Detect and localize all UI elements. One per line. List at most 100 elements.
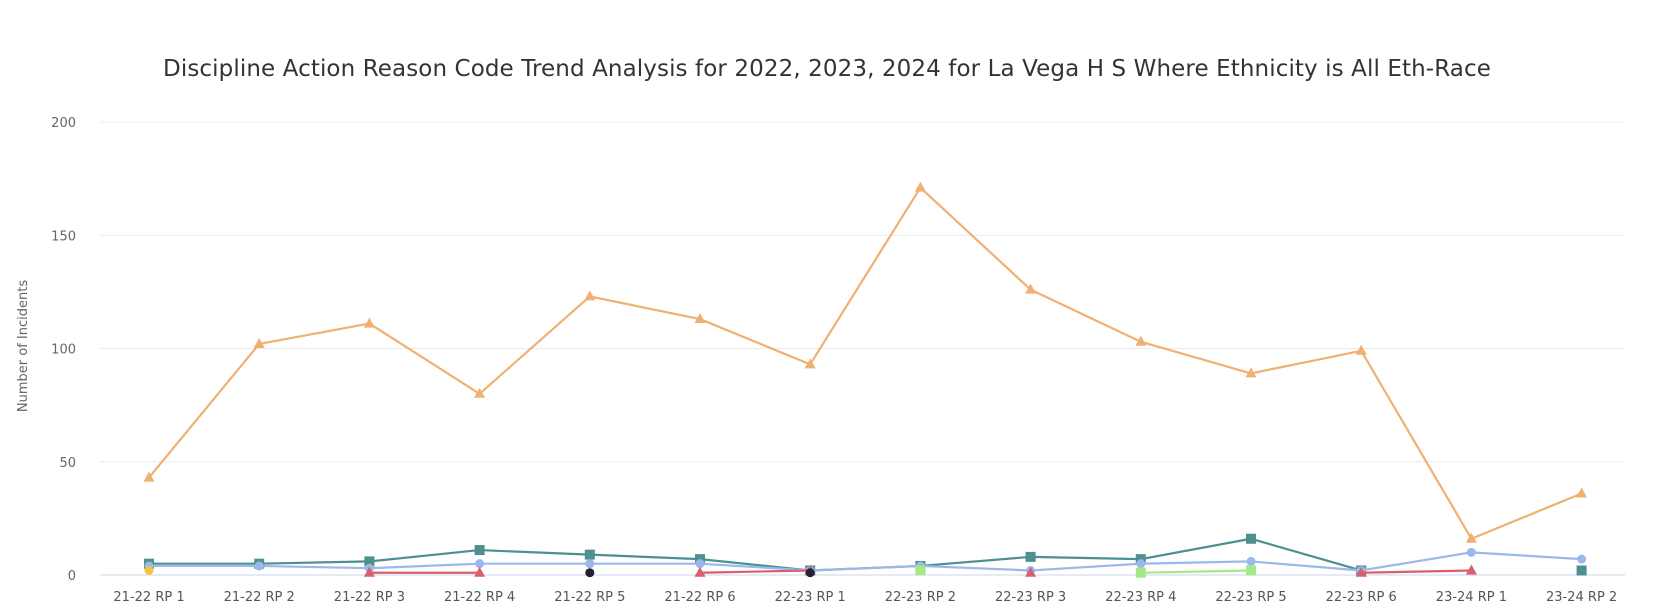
x-tick-label: 22-23 RP 3 (995, 590, 1066, 605)
data-point (1136, 559, 1146, 569)
data-point (1355, 566, 1367, 577)
series-line-segment (1470, 551, 1583, 561)
x-tick-label: 21-22 RP 1 (113, 590, 184, 605)
series-line-segment (1470, 492, 1583, 540)
data-point (144, 565, 154, 575)
series-line-segment (588, 295, 702, 321)
data-point (475, 559, 485, 569)
x-tick-labels: 21-22 RP 1 21-22 RP 2 21-22 RP 3 21-22 RP 4… (113, 590, 1617, 605)
y-tick-label: 100 (51, 343, 76, 358)
data-point (694, 313, 706, 324)
series-line-segment (1249, 537, 1363, 572)
series-line-segment (698, 562, 812, 572)
x-tick-label: 23-24 RP 1 (1436, 590, 1507, 605)
data-point (915, 565, 926, 576)
series-line-segment (919, 555, 1032, 568)
series-line-segment (1139, 340, 1253, 375)
data-point (1465, 532, 1477, 543)
series-line-segment (1360, 551, 1473, 572)
data-point (364, 556, 375, 567)
series-line-segment (809, 564, 922, 572)
data-point (253, 337, 265, 348)
data-point (584, 290, 596, 301)
series-line-segment (258, 322, 371, 346)
x-tick-label: 21-22 RP 5 (554, 590, 625, 605)
series-line-segment (147, 342, 261, 479)
x-tick-label: 22-23 RP 4 (1105, 590, 1176, 605)
chart-title: Discipline Action Reason Code Trend Anal… (163, 56, 1491, 82)
series-line-segment (1139, 569, 1253, 574)
series-line-segment (1249, 560, 1363, 572)
x-tick-label: 22-23 RP 1 (775, 590, 846, 605)
data-point (914, 181, 926, 192)
series-line-segment (478, 548, 591, 556)
data-point (1246, 565, 1256, 576)
data-point (1466, 547, 1476, 557)
series-5 (915, 565, 1256, 578)
data-point (474, 545, 485, 556)
series-line-segment (698, 569, 812, 574)
series-line-segment (1139, 537, 1253, 561)
x-tick-label: 22-23 RP 5 (1215, 590, 1286, 605)
series-line-segment (368, 322, 481, 395)
data-point (1246, 533, 1256, 544)
series-line-segment (1029, 555, 1142, 561)
data-point (584, 549, 595, 560)
x-tick-label: 21-22 RP 6 (664, 590, 735, 605)
data-point (1577, 554, 1587, 564)
data-point (1246, 556, 1256, 566)
data-point (694, 566, 706, 577)
series-line-segment (478, 295, 591, 395)
data-point (1025, 283, 1037, 294)
y-tick-label: 50 (59, 456, 76, 471)
data-point (474, 387, 486, 398)
series-line-segment (368, 548, 481, 563)
x-tick-label: 22-23 RP 6 (1326, 590, 1397, 605)
series-line-segment (919, 564, 1032, 572)
series-7 (585, 568, 815, 578)
series-line-segment (919, 186, 1032, 291)
x-tick-label: 21-22 RP 4 (444, 590, 515, 605)
data-point (1135, 567, 1146, 578)
series-line-segment (1360, 569, 1473, 574)
data-point (1465, 564, 1477, 575)
data-point (804, 358, 816, 369)
data-point (254, 561, 264, 571)
data-point (1135, 554, 1146, 565)
data-point (363, 317, 375, 328)
y-axis-title: Number of Incidents (16, 280, 31, 412)
series-6 (144, 565, 154, 575)
gridlines (100, 121, 1625, 576)
data-point (143, 471, 155, 482)
x-tick-label: 21-22 RP 3 (334, 590, 405, 605)
data-point (1576, 487, 1588, 498)
series-line-segment (1029, 562, 1142, 572)
series-line-segment (1360, 349, 1473, 540)
data-point (1355, 344, 1367, 355)
series-line-segment (809, 186, 922, 366)
series-line-segment (1139, 560, 1253, 565)
series-line-segment (1029, 288, 1142, 343)
x-tick-label: 21-22 RP 2 (224, 590, 295, 605)
y-tick-label: 200 (51, 116, 76, 131)
y-tick-labels: 0 50 100 150 200 (51, 116, 76, 584)
data-point (1576, 565, 1587, 576)
x-tick-label: 23-24 RP 2 (1546, 590, 1617, 605)
series-line-segment (258, 564, 371, 570)
data-point (695, 554, 705, 565)
data-point (1025, 566, 1037, 577)
x-tick-label: 22-23 RP 2 (885, 590, 956, 605)
data-point (695, 559, 705, 569)
data-point (1245, 367, 1257, 378)
data-point (1135, 335, 1147, 346)
series-line-segment (258, 560, 371, 565)
series-line-segment (698, 317, 812, 366)
series-line-segment (1249, 349, 1363, 375)
data-point (585, 559, 595, 569)
series-lines (143, 181, 1588, 578)
data-point (805, 568, 815, 578)
data-point (585, 568, 595, 578)
y-tick-label: 0 (68, 569, 76, 584)
series-1 (143, 181, 1588, 543)
